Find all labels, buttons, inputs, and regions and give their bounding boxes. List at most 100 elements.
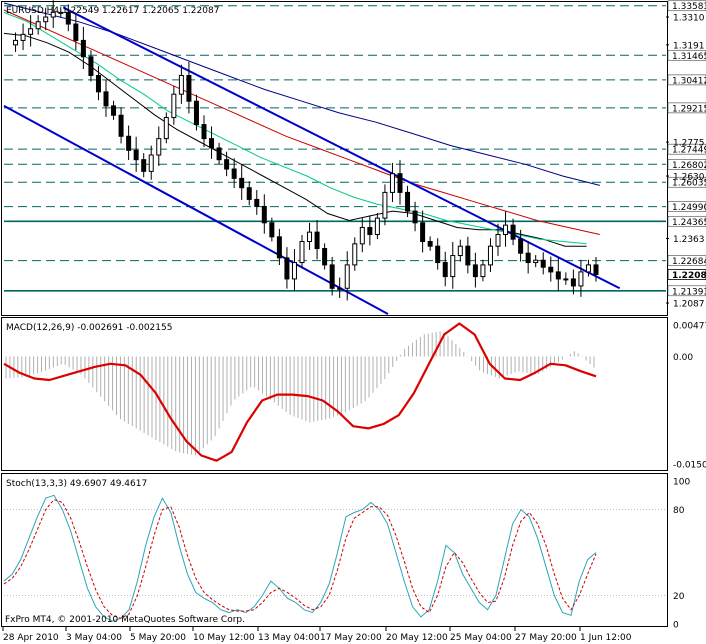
candle-bear <box>435 245 441 264</box>
candle-bear <box>367 226 373 235</box>
price-pane-frame <box>1 1 668 316</box>
candle-bull <box>20 33 26 41</box>
moving-average-line <box>3 32 587 247</box>
candle-bear <box>118 114 124 137</box>
time-tick-label: 10 May 12:00 <box>193 633 255 643</box>
time-tick-label: 27 May 20:00 <box>515 633 577 643</box>
candle-bull <box>495 233 501 247</box>
candle-bear <box>465 245 471 266</box>
time-axis: 28 Apr 2010 3 May 04:00 5 May 20:00 10 May … <box>2 627 632 643</box>
stoch-pane-frame <box>1 473 668 627</box>
candle-bear <box>570 278 576 287</box>
candle-bull <box>13 39 19 46</box>
copyright-label: FxPro MT4, © 2001-2010 MetaQuotes Softwa… <box>5 615 245 625</box>
level-label-box <box>667 176 706 188</box>
candle-bull <box>352 243 358 266</box>
candle-bull <box>307 231 313 243</box>
candle-bear <box>269 222 275 238</box>
candle-bull <box>374 217 380 235</box>
candle-bull <box>382 191 388 219</box>
candle-bear <box>510 224 516 240</box>
time-tick-label: 3 May 04:00 <box>66 633 122 643</box>
channel-upper-line <box>63 6 621 290</box>
candle-bear <box>95 74 101 93</box>
time-tick-label: 1 Jun 12:00 <box>580 633 632 643</box>
level-label: 1.30412 <box>672 76 706 86</box>
candle-bull <box>344 264 350 289</box>
macd-histogram <box>5 331 595 456</box>
candle-bull <box>337 287 343 290</box>
candle-bear <box>186 74 192 102</box>
candle-bull <box>43 16 49 23</box>
moving-average-line <box>3 2 600 186</box>
candle-bear <box>201 124 207 140</box>
level-label-box <box>667 0 706 12</box>
candle-bear <box>193 100 199 126</box>
candle-bull <box>171 93 177 119</box>
macd-tick-label: 0.004770 <box>673 322 706 332</box>
price-tick-label: 1.3310 <box>673 14 705 24</box>
candle-bear <box>322 248 328 266</box>
stoch-lines <box>3 494 597 622</box>
moving-averages <box>3 2 600 247</box>
stoch-axis: 100 80 20 0 <box>673 478 690 631</box>
candle-bear <box>239 177 245 189</box>
symbol-header: EURUSD,H4 1.22549 1.22617 1.22065 1.2208… <box>6 6 219 16</box>
candle-bear <box>276 236 282 259</box>
price-tick-label: 1.2775 <box>673 139 705 149</box>
candle-bear <box>548 266 554 273</box>
macd-axis: 0.004770 0.00 -0.015027 <box>673 322 706 471</box>
macd-signal-line <box>3 322 597 462</box>
level-label: 1.33583 <box>672 2 706 12</box>
candle-bull <box>457 245 463 257</box>
current-price-label: 1.22087 <box>672 271 706 281</box>
macd-tick-label: -0.015027 <box>673 461 706 471</box>
level-label-box <box>667 143 706 155</box>
candle-bull <box>178 74 184 95</box>
level-label: 1.22684 <box>672 257 706 267</box>
candle-bull <box>156 138 162 156</box>
candle-bull <box>291 262 297 280</box>
stoch-tick-label: 100 <box>673 478 690 488</box>
current-price-box <box>667 269 706 280</box>
stoch-signal-line <box>3 499 597 619</box>
time-tick-label: 25 May 04:00 <box>450 633 512 643</box>
price-tick-label: 1.2630 <box>673 173 705 183</box>
level-label: 1.21393 <box>672 287 706 297</box>
stoch-tick-label: 20 <box>673 592 685 602</box>
candle-bear <box>593 264 599 275</box>
price-tick-label: 1.2363 <box>673 235 705 245</box>
candle-bull <box>299 241 305 264</box>
level-label-box <box>667 285 706 297</box>
candle-bear <box>525 252 531 264</box>
macd-signal-line <box>3 322 597 462</box>
candle-bear <box>314 231 320 250</box>
candle-bear <box>442 262 448 278</box>
price-tick-label: 1.3191 <box>673 41 705 51</box>
candle-bear <box>88 56 94 76</box>
level-label-box <box>667 158 706 170</box>
candle-bear <box>427 241 433 247</box>
stoch-tick-label: 80 <box>673 506 685 516</box>
candle-bear <box>133 149 139 161</box>
candle-bear <box>412 210 418 224</box>
candle-bear <box>284 257 290 280</box>
candle-bull <box>578 271 584 287</box>
horizontal-levels <box>4 5 666 292</box>
trend-channel <box>3 6 621 315</box>
candle-bear <box>518 238 524 254</box>
level-label: 1.26802 <box>672 161 706 171</box>
candle-bull <box>163 117 169 140</box>
candle-bull <box>148 154 154 172</box>
time-tick-label: 17 May 20:00 <box>320 633 382 643</box>
candle-bear <box>73 23 79 41</box>
macd-header: MACD(12,26,9) -0.002691 -0.002155 <box>6 323 172 333</box>
moving-average-line <box>3 11 587 245</box>
candle-bear <box>209 138 215 149</box>
level-label: 1.31465 <box>672 52 706 62</box>
candle-bear <box>472 264 478 278</box>
level-label: 1.26035 <box>672 179 706 189</box>
candle-bear <box>216 147 222 161</box>
candle-bear <box>405 191 411 212</box>
